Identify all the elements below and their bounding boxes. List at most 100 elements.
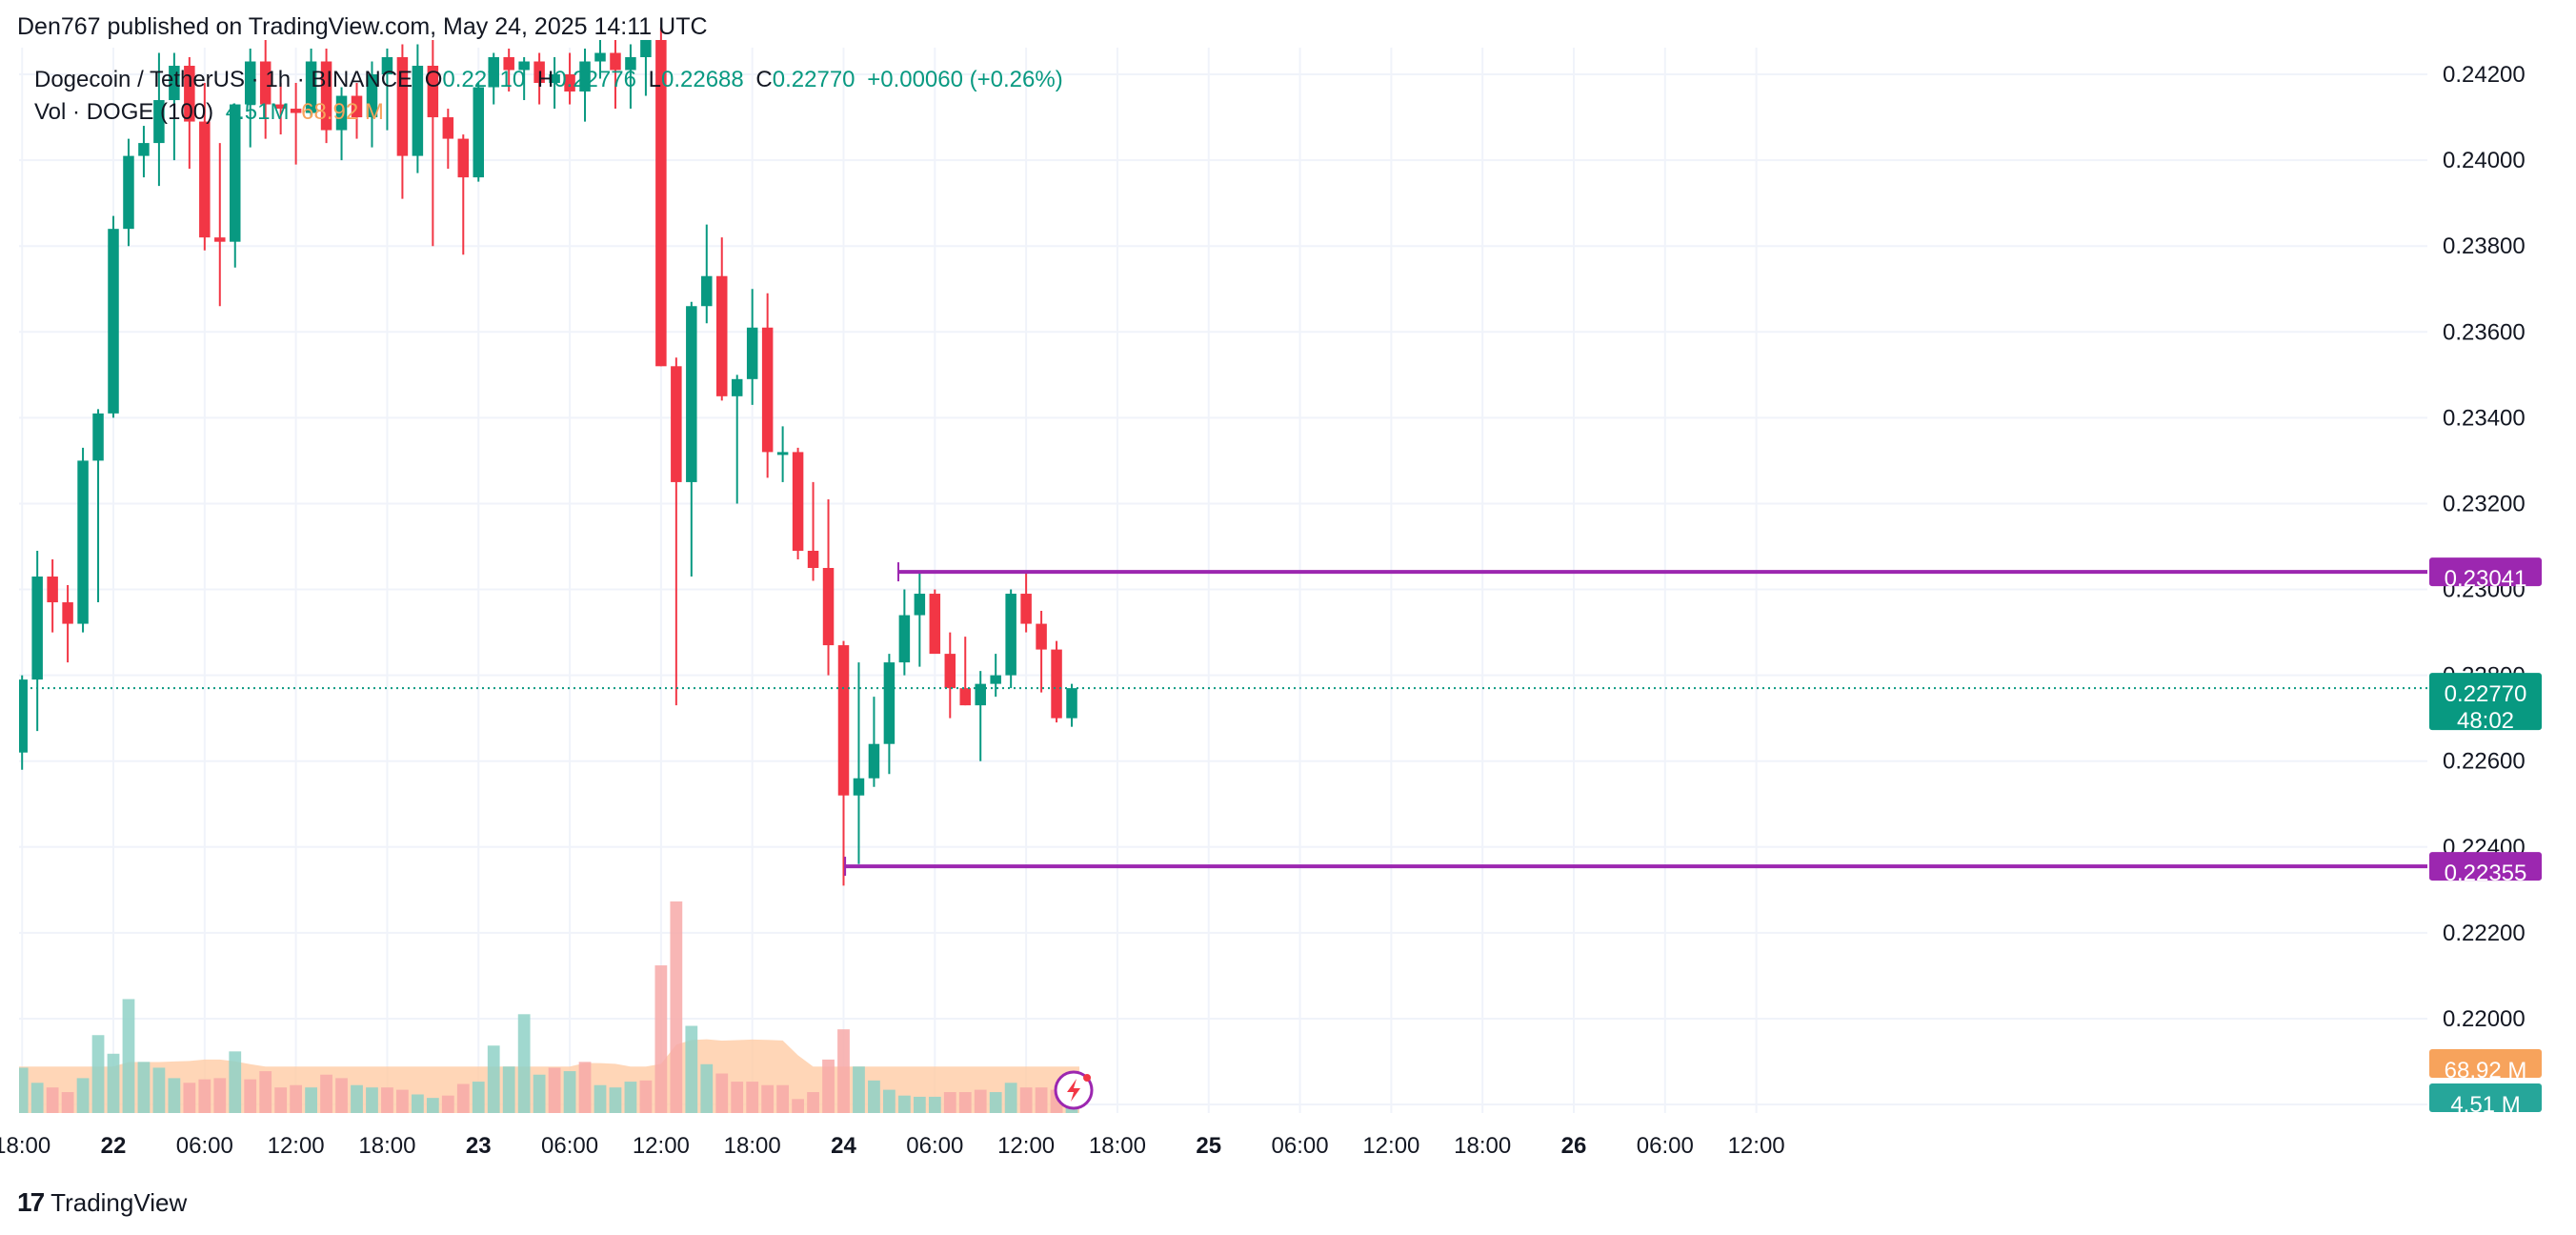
candle-body[interactable]: [761, 327, 774, 453]
volume-bar[interactable]: [989, 1092, 1002, 1113]
candle-body[interactable]: [62, 602, 73, 624]
candle-body[interactable]: [153, 100, 165, 144]
volume-bar[interactable]: [426, 1098, 439, 1113]
volume-bar[interactable]: [274, 1087, 288, 1113]
candle-body[interactable]: [822, 568, 835, 646]
volume-bar[interactable]: [807, 1092, 819, 1113]
volume-bar[interactable]: [183, 1083, 196, 1113]
volume-bar[interactable]: [853, 1066, 865, 1113]
candle-body[interactable]: [655, 39, 667, 367]
candle-body[interactable]: [959, 688, 971, 706]
volume-bar[interactable]: [290, 1084, 303, 1113]
candle-body[interactable]: [244, 61, 256, 105]
volume-bar[interactable]: [578, 1062, 592, 1113]
candle-body[interactable]: [929, 594, 941, 655]
volume-bar[interactable]: [487, 1045, 500, 1113]
candle-body[interactable]: [259, 61, 272, 105]
volume-bar[interactable]: [958, 1092, 972, 1113]
candle-body[interactable]: [671, 366, 682, 482]
candle-body[interactable]: [746, 327, 758, 379]
volume-bar[interactable]: [168, 1078, 181, 1113]
volume-bar[interactable]: [198, 1079, 211, 1113]
candle-body[interactable]: [868, 743, 880, 779]
candle-body[interactable]: [169, 66, 180, 101]
volume-bar[interactable]: [91, 1035, 105, 1113]
candle-body[interactable]: [351, 95, 363, 118]
volume-bar[interactable]: [76, 1078, 90, 1113]
candle-body[interactable]: [16, 679, 28, 753]
volume-bar[interactable]: [305, 1087, 317, 1113]
candle-body[interactable]: [1036, 623, 1047, 650]
volume-bar[interactable]: [837, 1029, 850, 1113]
volume-bar[interactable]: [152, 1067, 166, 1113]
time-axis[interactable]: [0, 1113, 2576, 1170]
candle-body[interactable]: [640, 39, 652, 57]
candle-body[interactable]: [381, 57, 393, 75]
candle-body[interactable]: [290, 109, 302, 113]
volume-bar[interactable]: [639, 1080, 653, 1113]
volume-bar[interactable]: [609, 1087, 622, 1113]
volume-bar[interactable]: [456, 1083, 470, 1114]
volume-bar[interactable]: [563, 1071, 576, 1113]
volume-bar[interactable]: [943, 1092, 956, 1113]
volume-bar[interactable]: [30, 1083, 44, 1113]
candle-body[interactable]: [47, 577, 58, 603]
candle-body[interactable]: [776, 452, 789, 456]
candle-body[interactable]: [533, 61, 545, 84]
candle-body[interactable]: [1066, 688, 1077, 719]
candle-body[interactable]: [564, 74, 575, 92]
volume-bar[interactable]: [122, 999, 135, 1113]
candle-body[interactable]: [366, 74, 378, 118]
candle-body[interactable]: [944, 654, 956, 689]
candle-body[interactable]: [320, 61, 332, 131]
candle-body[interactable]: [1020, 594, 1032, 624]
volume-bar[interactable]: [776, 1084, 790, 1113]
candle-body[interactable]: [488, 57, 499, 88]
volume-bar[interactable]: [715, 1073, 729, 1113]
volume-ma-label[interactable]: [2429, 1049, 2542, 1078]
volume-bar[interactable]: [366, 1087, 378, 1113]
volume-bar[interactable]: [761, 1084, 775, 1113]
volume-bar[interactable]: [883, 1089, 896, 1113]
candle-body[interactable]: [990, 675, 1001, 684]
volume-bar[interactable]: [700, 1063, 714, 1113]
volume-bar[interactable]: [396, 1089, 409, 1113]
volume-bar[interactable]: [502, 1066, 515, 1113]
candle-body[interactable]: [792, 452, 804, 551]
volume-bar[interactable]: [381, 1087, 393, 1113]
volume-bar[interactable]: [533, 1074, 546, 1113]
volume-current-label[interactable]: [2429, 1083, 2542, 1112]
candle-body[interactable]: [731, 378, 743, 396]
volume-bar[interactable]: [107, 1053, 120, 1113]
candle-body[interactable]: [427, 66, 439, 118]
candle-body[interactable]: [807, 550, 819, 569]
candle-body[interactable]: [549, 74, 560, 84]
volume-bar[interactable]: [731, 1082, 744, 1113]
candle-body[interactable]: [625, 57, 636, 71]
volume-bar[interactable]: [259, 1071, 272, 1113]
volume-bar[interactable]: [897, 1095, 911, 1113]
volume-bar[interactable]: [351, 1084, 363, 1113]
volume-bar[interactable]: [868, 1080, 880, 1113]
volume-bar[interactable]: [913, 1096, 926, 1113]
volume-bar[interactable]: [229, 1051, 242, 1113]
candle-body[interactable]: [184, 66, 195, 122]
volume-bar[interactable]: [320, 1074, 332, 1113]
candle-body[interactable]: [442, 117, 454, 139]
volume-indicator-title[interactable]: Vol · DOGE (100): [34, 99, 214, 125]
volume-bar[interactable]: [670, 901, 683, 1113]
volume-bar[interactable]: [213, 1078, 227, 1113]
candle-body[interactable]: [686, 306, 697, 482]
candle-body[interactable]: [473, 87, 484, 178]
volume-bar[interactable]: [137, 1062, 151, 1113]
candle-body[interactable]: [1005, 594, 1016, 676]
candle-body[interactable]: [610, 52, 621, 71]
volume-bar[interactable]: [974, 1089, 987, 1113]
volume-bar[interactable]: [654, 965, 668, 1113]
candle-body[interactable]: [914, 594, 926, 616]
volume-bar[interactable]: [594, 1084, 607, 1113]
volume-bar[interactable]: [411, 1094, 424, 1113]
candle-body[interactable]: [199, 121, 211, 238]
volume-bar[interactable]: [1019, 1087, 1033, 1113]
